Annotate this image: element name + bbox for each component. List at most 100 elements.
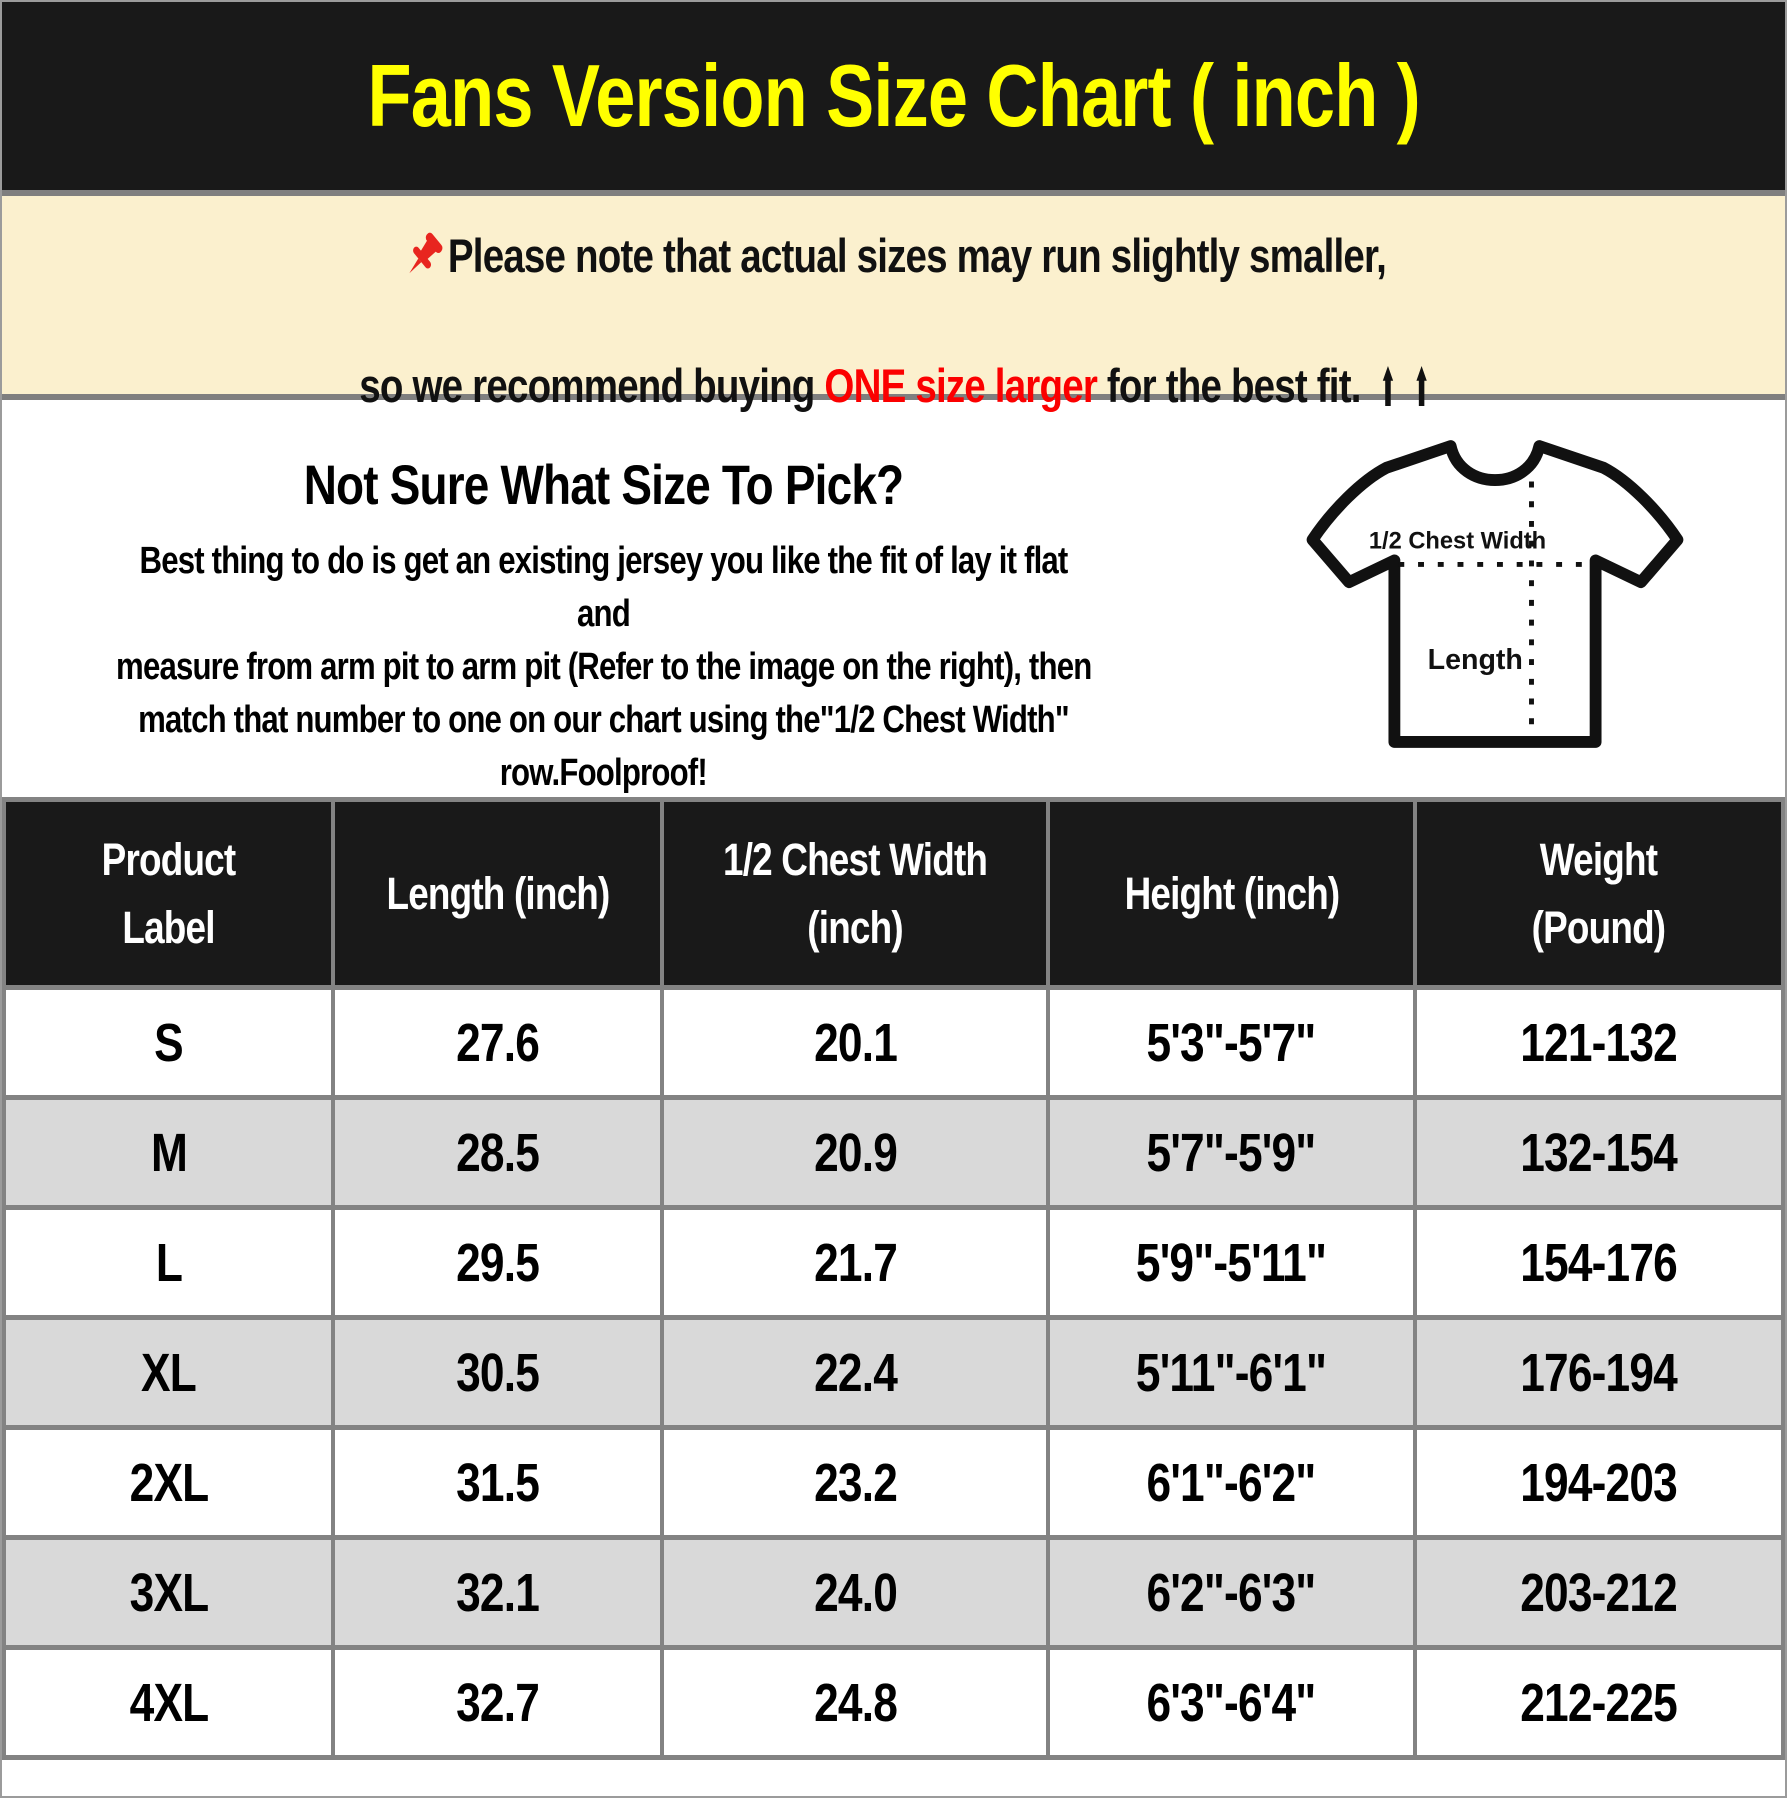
guide-line: Best thing to do is get an existing jers… bbox=[2, 535, 1205, 641]
guide-line: match that number to one on our chart us… bbox=[2, 694, 1205, 747]
header-cell-half-chest-width-inch: 1/2 Chest Width (inch) bbox=[660, 797, 1051, 990]
guide-line-text: measure from arm pit to arm pit (Refer t… bbox=[115, 646, 1092, 688]
header-row: Product Label Length (inch) 1/2 Chest Widt… bbox=[2, 797, 1785, 990]
weight-pound-cell: 194-203 bbox=[1412, 1425, 1785, 1540]
cell-text: 5'9"-5'11" bbox=[1136, 1232, 1327, 1293]
cell-text: 132-154 bbox=[1520, 1122, 1678, 1183]
guide-line-text: row.Foolproof! bbox=[499, 752, 708, 794]
cell-text: 32.1 bbox=[456, 1562, 540, 1623]
guide-line-text: Best thing to do is get an existing jers… bbox=[139, 540, 1069, 635]
header-cell-text: Length (inch) bbox=[386, 867, 610, 919]
cell-text: 6'1"-6'2" bbox=[1147, 1452, 1317, 1513]
size-table-body: S 27.6 20.1 5'3"-5'7" 121-132 M 28.5 20.9 5'7"-5… bbox=[2, 985, 1785, 1760]
guide-line: measure from arm pit to arm pit (Refer t… bbox=[2, 641, 1205, 694]
guide-line: row.Foolproof! bbox=[2, 747, 1205, 800]
weight-pound-cell: 212-225 bbox=[1412, 1645, 1785, 1760]
header-cell-height-inch: Height (inch) bbox=[1046, 797, 1417, 990]
header-cell-text: 1/2 Chest Width (inch) bbox=[723, 834, 988, 953]
length-inch-cell: 30.5 bbox=[331, 1315, 665, 1430]
half-chest-width-inch-cell: 22.4 bbox=[660, 1315, 1051, 1430]
pushpin-icon bbox=[408, 232, 442, 274]
cell-text: 121-132 bbox=[1520, 1012, 1678, 1073]
tshirt-icon: 1/2 Chest Width Length bbox=[1306, 440, 1684, 748]
half-chest-width-inch-cell: 24.0 bbox=[660, 1535, 1051, 1650]
cell-text: 20.1 bbox=[813, 1012, 898, 1073]
length-inch-cell: 29.5 bbox=[331, 1205, 665, 1320]
cell-text: 23.2 bbox=[813, 1452, 898, 1513]
cell-text: 203-212 bbox=[1520, 1562, 1678, 1623]
product-label-cell: M bbox=[2, 1095, 336, 1210]
tshirt-diagram: 1/2 Chest Width Length bbox=[1205, 400, 1785, 797]
length-inch-cell: 32.1 bbox=[331, 1535, 665, 1650]
weight-pound-cell: 176-194 bbox=[1412, 1315, 1785, 1430]
header-cell-length-inch: Length (inch) bbox=[331, 797, 665, 990]
height-inch-cell: 6'1"-6'2" bbox=[1046, 1425, 1417, 1540]
note-line-1-text: Please note that actual sizes may run sl… bbox=[447, 229, 1386, 283]
height-inch-cell: 5'7"-5'9" bbox=[1046, 1095, 1417, 1210]
length-inch-cell: 27.6 bbox=[331, 985, 665, 1100]
half-chest-width-inch-cell: 20.1 bbox=[660, 985, 1051, 1100]
product-label-cell: L bbox=[2, 1205, 336, 1320]
cell-text: 24.0 bbox=[813, 1562, 898, 1623]
weight-pound-cell: 203-212 bbox=[1412, 1535, 1785, 1650]
cell-text: 28.5 bbox=[456, 1122, 540, 1183]
note-line-2-text: so we recommend buying bbox=[359, 358, 825, 412]
cell-text: 3XL bbox=[129, 1562, 209, 1623]
up-arrow-icon bbox=[1382, 365, 1394, 406]
length-label: Length bbox=[1428, 644, 1523, 676]
product-label-cell: XL bbox=[2, 1315, 336, 1430]
table-row: 2XL 31.5 23.2 6'1"-6'2" 194-203 bbox=[2, 1425, 1785, 1540]
cell-text: 194-203 bbox=[1520, 1452, 1678, 1513]
header-cell-text: Weight (Pound) bbox=[1532, 834, 1666, 953]
cell-text: 20.9 bbox=[813, 1122, 898, 1183]
cell-text: 5'11"-6'1" bbox=[1136, 1342, 1327, 1403]
header-cell-text: Product Label bbox=[101, 834, 236, 953]
page-title: Fans Version Size Chart ( inch ) bbox=[367, 46, 1420, 145]
table-row: 3XL 32.1 24.0 6'2"-6'3" 203-212 bbox=[2, 1535, 1785, 1650]
table-row: S 27.6 20.1 5'3"-5'7" 121-132 bbox=[2, 985, 1785, 1100]
cell-text: 6'3"-6'4" bbox=[1147, 1672, 1317, 1733]
length-inch-cell: 28.5 bbox=[331, 1095, 665, 1210]
height-inch-cell: 6'2"-6'3" bbox=[1046, 1535, 1417, 1650]
length-inch-cell: 32.7 bbox=[331, 1645, 665, 1760]
note-section: Please note that actual sizes may run sl… bbox=[2, 196, 1785, 411]
note-highlight: ONE size larger bbox=[824, 358, 1097, 412]
divider-top bbox=[2, 190, 1785, 196]
cell-text: 5'7"-5'9" bbox=[1147, 1122, 1317, 1183]
weight-pound-cell: 121-132 bbox=[1412, 985, 1785, 1100]
note-line-1: Please note that actual sizes may run sl… bbox=[401, 178, 1386, 283]
guide-text: Not Sure What Size To Pick? Best thing t… bbox=[2, 400, 1205, 797]
length-inch-cell: 31.5 bbox=[331, 1425, 665, 1540]
product-label-cell: 2XL bbox=[2, 1425, 336, 1540]
half-chest-width-inch-cell: 23.2 bbox=[660, 1425, 1051, 1540]
note-line-2-text-after: for the best fit. bbox=[1096, 358, 1362, 412]
cell-text: 22.4 bbox=[813, 1342, 898, 1403]
product-label-cell: 3XL bbox=[2, 1535, 336, 1650]
size-table: Product Label Length (inch) 1/2 Chest Widt… bbox=[2, 797, 1785, 1760]
chest-width-label: 1/2 Chest Width bbox=[1369, 529, 1546, 555]
table-row: M 28.5 20.9 5'7"-5'9" 132-154 bbox=[2, 1095, 1785, 1210]
height-inch-cell: 6'3"-6'4" bbox=[1046, 1645, 1417, 1760]
cell-text: 32.7 bbox=[456, 1672, 540, 1733]
half-chest-width-inch-cell: 24.8 bbox=[660, 1645, 1051, 1760]
height-inch-cell: 5'11"-6'1" bbox=[1046, 1315, 1417, 1430]
weight-pound-cell: 154-176 bbox=[1412, 1205, 1785, 1320]
cell-text: 24.8 bbox=[813, 1672, 898, 1733]
cell-text: L bbox=[155, 1232, 182, 1293]
cell-text: 29.5 bbox=[456, 1232, 540, 1293]
cell-text: 5'3"-5'7" bbox=[1147, 1012, 1317, 1073]
up-arrow-icon bbox=[1416, 365, 1427, 406]
guide-section: Not Sure What Size To Pick? Best thing t… bbox=[2, 400, 1785, 797]
note-line-2: so we recommend buying ONE size larger f… bbox=[359, 308, 1428, 411]
cell-text: 27.6 bbox=[456, 1012, 540, 1073]
table-row: 4XL 32.7 24.8 6'3"-6'4" 212-225 bbox=[2, 1645, 1785, 1760]
header-cell-weight-pound: Weight (Pound) bbox=[1412, 797, 1785, 990]
divider-middle bbox=[2, 394, 1785, 400]
cell-text: 31.5 bbox=[456, 1452, 540, 1513]
cell-text: 2XL bbox=[129, 1452, 209, 1513]
cell-text: 4XL bbox=[129, 1672, 209, 1733]
cell-text: 176-194 bbox=[1520, 1342, 1678, 1403]
table-row: XL 30.5 22.4 5'11"-6'1" 176-194 bbox=[2, 1315, 1785, 1430]
cell-text: 30.5 bbox=[456, 1342, 540, 1403]
cell-text: 154-176 bbox=[1520, 1232, 1678, 1293]
